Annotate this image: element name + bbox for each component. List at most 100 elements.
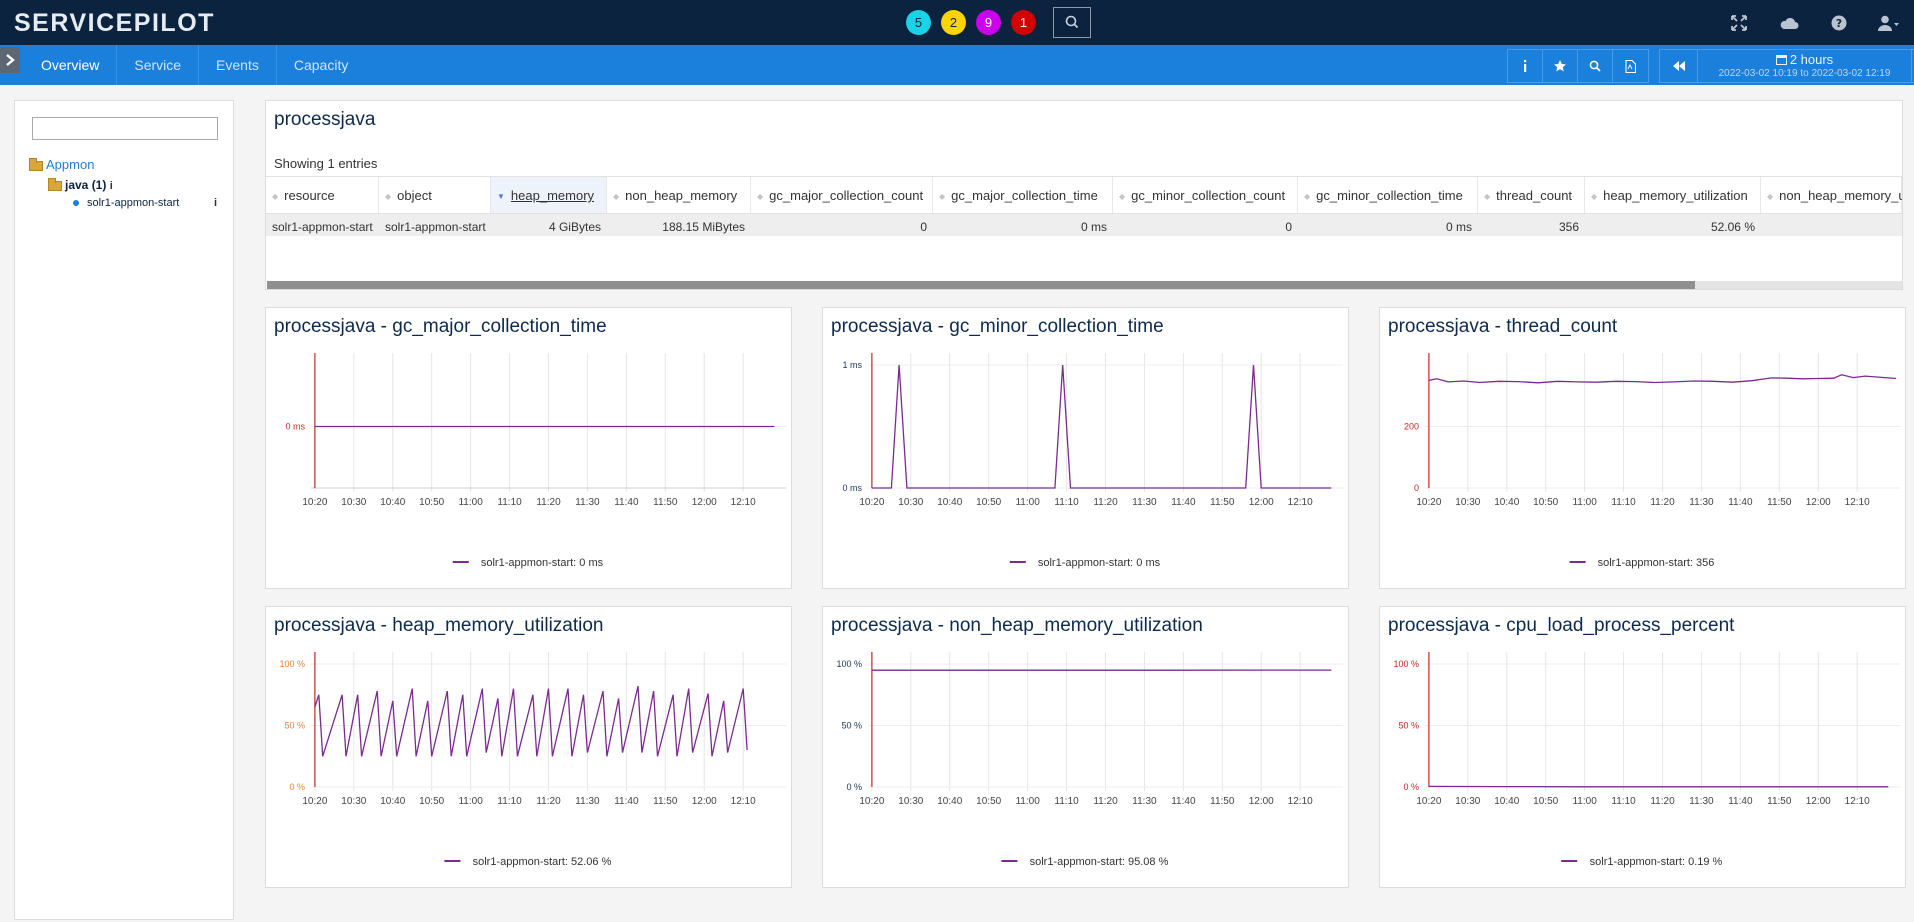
column-header-label: heap_memory_utilization xyxy=(1603,188,1748,203)
servicepilot-logo[interactable]: SERVICEPILOT xyxy=(14,9,215,37)
chart-legend[interactable]: solr1-appmon-start: 0 ms xyxy=(452,557,604,569)
help-button[interactable]: ? xyxy=(1814,0,1864,45)
info-icon[interactable]: i xyxy=(109,180,113,192)
column-header-object[interactable]: ◆ object xyxy=(379,177,491,213)
sidebar-toggle[interactable] xyxy=(0,47,20,73)
data-table: ◆ resource ◆ object ▼ heap_memory ◆ non_heap_me… xyxy=(266,176,1902,236)
y-tick-label: 0 ms xyxy=(842,483,862,493)
sort-icon: ◆ xyxy=(1767,192,1774,201)
chart-legend[interactable]: solr1-appmon-start: 356 xyxy=(1569,557,1715,569)
chart-legend[interactable]: solr1-appmon-start: 95.08 % xyxy=(1001,856,1169,868)
column-header-gc-minor-collection-count[interactable]: ◆ gc_minor_collection_count xyxy=(1113,177,1298,213)
tree-node-appmon[interactable]: Appmon xyxy=(29,157,217,175)
tree-search-input[interactable] xyxy=(32,117,218,140)
tab-overview[interactable]: Overview xyxy=(24,45,118,85)
x-tick-label: 11:00 xyxy=(1572,497,1597,508)
x-tick-label: 10:20 xyxy=(302,497,327,508)
x-tick-label: 11:10 xyxy=(1054,796,1079,807)
x-tick-label: 11:00 xyxy=(458,497,483,508)
legend-label: solr1-appmon-start: 0.19 % xyxy=(1590,856,1723,868)
view-tools xyxy=(1507,49,1649,83)
user-icon xyxy=(1878,15,1899,31)
x-tick-label: 11:00 xyxy=(1015,796,1040,807)
time-back-button[interactable] xyxy=(1660,50,1697,82)
x-tick-label: 10:30 xyxy=(898,796,923,807)
series-line xyxy=(871,364,1332,489)
x-tick-label: 11:30 xyxy=(1132,497,1157,508)
x-tick-label: 11:10 xyxy=(497,497,522,508)
column-header-gc-minor-collection-time[interactable]: ◆ gc_minor_collection_time xyxy=(1298,177,1478,213)
x-tick-label: 11:00 xyxy=(458,796,483,807)
chart-panel-cpu-load-process-percent: processjava - cpu_load_process_percent 1… xyxy=(1379,606,1906,888)
legend-label: solr1-appmon-start: 95.08 % xyxy=(1030,856,1169,868)
tab-events[interactable]: Events xyxy=(199,45,277,85)
tree-node-solr1-appmon-start[interactable]: solr1-appmon-start i xyxy=(73,197,217,209)
global-search-button[interactable] xyxy=(1053,7,1091,38)
chart-panel-non-heap-memory-utilization: processjava - non_heap_memory_utilizatio… xyxy=(822,606,1349,888)
x-tick-label: 11:40 xyxy=(1728,497,1753,508)
sort-desc-icon: ▼ xyxy=(497,192,505,201)
chart-legend[interactable]: solr1-appmon-start: 52.06 % xyxy=(444,856,612,868)
tab-service[interactable]: Service xyxy=(117,45,200,85)
x-tick-label: 11:10 xyxy=(497,796,522,807)
chart-panel-gc-major-collection-time: processjava - gc_major_collection_time 1… xyxy=(265,307,792,589)
chevron-right-icon xyxy=(6,54,15,66)
column-header-gc-major-collection-count[interactable]: ◆ gc_major_collection_count xyxy=(751,177,933,213)
x-tick-label: 11:20 xyxy=(1650,796,1675,807)
sort-icon: ◆ xyxy=(1304,192,1311,201)
search-icon xyxy=(1589,60,1601,72)
legend-label: solr1-appmon-start: 0 ms xyxy=(1038,557,1161,569)
export-pdf-button[interactable] xyxy=(1613,50,1648,82)
chart-legend[interactable]: solr1-appmon-start: 0 ms xyxy=(1009,557,1161,569)
info-icon[interactable]: i xyxy=(213,197,217,209)
cloud-button[interactable] xyxy=(1764,0,1814,45)
search-button[interactable] xyxy=(1578,50,1613,82)
table-horizontal-scrollbar[interactable] xyxy=(267,281,1902,289)
nav-bar: Overview Service Events Capacity 2 hours… xyxy=(0,45,1914,85)
fullscreen-button[interactable] xyxy=(1714,0,1764,45)
alert-badge-yellow[interactable]: 2 xyxy=(941,10,966,35)
column-header-resource[interactable]: ◆ resource xyxy=(266,177,379,213)
column-header-thread-count[interactable]: ◆ thread_count xyxy=(1478,177,1585,213)
alert-badges: 5 2 9 1 xyxy=(906,10,1046,35)
time-range-dates: 2022-03-02 10:19 to 2022-03-02 12:19 xyxy=(1718,68,1891,79)
time-range-selector[interactable]: 2 hours 2022-03-02 10:19 to 2022-03-02 1… xyxy=(1697,50,1912,82)
column-header-label: heap_memory xyxy=(510,188,595,203)
info-button[interactable] xyxy=(1508,50,1543,82)
x-tick-label: 11:10 xyxy=(1054,497,1079,508)
x-tick-label: 11:20 xyxy=(1650,497,1675,508)
scrollbar-thumb[interactable] xyxy=(267,281,1695,289)
table-cell-thread-count: 356 xyxy=(1558,220,1579,234)
chart-panel-thread-count: processjava - thread_count 10:20 10:30 10:… xyxy=(1379,307,1906,589)
resource-tree: Appmon java (1) i solr1-appmon-start i xyxy=(29,157,217,209)
alert-badge-cyan[interactable]: 5 xyxy=(906,10,931,35)
sort-icon: ◆ xyxy=(939,192,946,201)
alert-badge-red[interactable]: 1 xyxy=(1011,10,1036,35)
y-tick-label: 100 % xyxy=(836,659,862,669)
tab-capacity[interactable]: Capacity xyxy=(293,57,349,73)
x-tick-label: 11:20 xyxy=(536,796,561,807)
y-tick-label: 200 xyxy=(1404,422,1419,432)
column-header-non-heap-memory[interactable]: ◆ non_heap_memory xyxy=(607,177,751,213)
nav-tabs: Overview Service Events Capacity xyxy=(24,45,365,85)
y-tick-label: 50 % xyxy=(1398,721,1419,731)
y-tick-label: 1 ms xyxy=(842,360,862,370)
alert-badge-magenta[interactable]: 9 xyxy=(976,10,1001,35)
x-tick-label: 11:50 xyxy=(1210,497,1235,508)
series-line xyxy=(314,685,748,757)
resource-dot-icon xyxy=(73,200,79,206)
tree-node-java[interactable]: java (1) i xyxy=(48,177,217,195)
chart-legend[interactable]: solr1-appmon-start: 0.19 % xyxy=(1561,856,1723,868)
column-header-gc-major-collection-time[interactable]: ◆ gc_major_collection_time xyxy=(933,177,1113,213)
table-row[interactable]: solr1-appmon-start solr1-appmon-start 4 Gi… xyxy=(266,214,1902,236)
user-menu-button[interactable] xyxy=(1864,0,1914,45)
favorite-button[interactable] xyxy=(1543,50,1578,82)
column-header-non-heap-memory-utilization[interactable]: ◆ non_heap_memory_utilization xyxy=(1761,177,1902,213)
column-header-heap-memory-utilization[interactable]: ◆ heap_memory_utilization xyxy=(1585,177,1761,213)
column-header-label: gc_minor_collection_count xyxy=(1131,188,1286,203)
chart-panel-heap-memory-utilization: processjava - heap_memory_utilization 10… xyxy=(265,606,792,888)
column-header-heap-memory[interactable]: ▼ heap_memory xyxy=(491,177,607,213)
legend-label: solr1-appmon-start: 52.06 % xyxy=(473,856,612,868)
x-tick-label: 11:10 xyxy=(1611,796,1636,807)
x-tick-label: 11:10 xyxy=(1611,497,1636,508)
